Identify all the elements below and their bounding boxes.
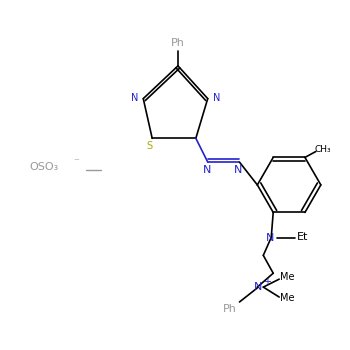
Text: CH₃: CH₃: [315, 145, 331, 154]
Text: N: N: [203, 165, 211, 175]
Text: ⁻: ⁻: [73, 157, 79, 167]
Text: N: N: [213, 93, 220, 103]
Text: N: N: [131, 93, 138, 103]
Text: +: +: [263, 277, 271, 287]
Text: Et: Et: [297, 232, 309, 243]
Text: N: N: [234, 165, 243, 175]
Text: S: S: [146, 141, 152, 151]
Text: OSO₃: OSO₃: [29, 162, 58, 172]
Text: N: N: [266, 233, 274, 244]
Text: Ph: Ph: [223, 304, 237, 314]
Text: Me: Me: [280, 272, 294, 282]
Text: Ph: Ph: [171, 38, 185, 48]
Text: N: N: [254, 282, 262, 292]
Text: Me: Me: [280, 293, 294, 303]
